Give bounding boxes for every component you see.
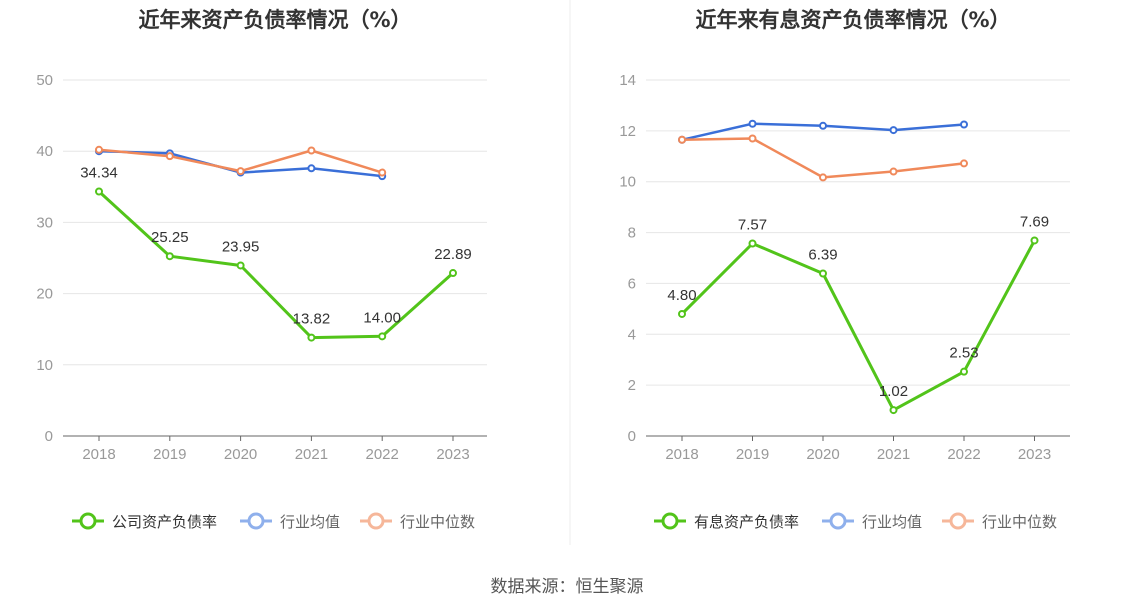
legend-label: 有息资产负债率: [694, 513, 799, 531]
x-tick-label: 2023: [436, 446, 469, 463]
data-point: [378, 168, 387, 177]
data-label: 1.02: [879, 383, 908, 400]
legend-label: 行业中位数: [400, 513, 475, 531]
y-tick-label: 0: [628, 428, 636, 445]
interest-bearing-debt-ratio-chart: 近年来有息资产负债率情况（%） 0 2 4 6 8 10 12 14 2018 2019 2020 2…: [619, 8, 1070, 531]
legend-swatch-marker: [247, 512, 265, 530]
x-tick-label: 2019: [736, 446, 769, 463]
y-tick-label: 0: [45, 428, 53, 445]
legend-swatch-marker: [367, 512, 385, 530]
data-point: [95, 145, 103, 154]
legend-item[interactable]: 有息资产负债率: [654, 512, 799, 531]
data-point: [165, 152, 174, 161]
legend-label: 行业均值: [862, 513, 922, 531]
data-point: [678, 135, 686, 144]
y-tick-label: 30: [36, 214, 53, 231]
y-tick-label: 10: [619, 174, 636, 191]
legend-item[interactable]: 公司资产负债率: [72, 512, 217, 531]
data-point: [449, 269, 457, 278]
legend-item[interactable]: 行业中位数: [942, 512, 1057, 531]
legend-swatch-marker: [79, 512, 97, 530]
x-tick-label: 2021: [295, 446, 328, 463]
x-tick-label: 2019: [153, 446, 186, 463]
y-tick-label: 10: [36, 357, 53, 374]
legend-item[interactable]: 行业均值: [822, 512, 922, 531]
chart-title: 近年来有息资产负债率情况（%）: [695, 8, 1010, 32]
data-label: 13.82: [293, 311, 331, 328]
data-label: 7.57: [738, 217, 767, 234]
y-tick-label: 40: [36, 143, 53, 160]
data-point: [960, 159, 968, 168]
data-label: 4.80: [667, 287, 696, 304]
data-point: [748, 119, 757, 128]
data-label: 6.39: [808, 247, 837, 264]
data-point: [889, 167, 898, 176]
x-tick-label: 2018: [665, 446, 698, 463]
data-point: [236, 167, 245, 176]
data-source: 数据来源：恒生聚源: [491, 577, 644, 597]
y-tick-label: 2: [628, 377, 636, 394]
data-point: [165, 252, 174, 261]
data-point: [95, 187, 103, 196]
data-label: 25.25: [151, 229, 189, 246]
data-point: [819, 173, 827, 182]
data-label: 2.53: [949, 345, 978, 362]
data-point: [748, 134, 757, 143]
data-point: [307, 164, 316, 173]
y-tick-label: 8: [628, 225, 636, 242]
series-line-0: [680, 239, 1036, 412]
data-point: [307, 146, 316, 155]
legend-item[interactable]: 行业中位数: [360, 512, 475, 531]
legend-label: 行业中位数: [982, 513, 1057, 531]
y-tick-label: 12: [619, 123, 636, 140]
series-line-0: [97, 190, 454, 340]
x-tick-label: 2020: [224, 446, 257, 463]
legend-label: 行业均值: [280, 513, 340, 531]
data-point: [819, 269, 827, 278]
x-tick-label: 2018: [82, 446, 115, 463]
data-point: [748, 239, 757, 248]
legend-swatch-marker: [949, 512, 967, 530]
chart-title: 近年来资产负债率情况（%）: [138, 8, 411, 32]
x-tick-label: 2023: [1018, 446, 1051, 463]
data-point: [378, 332, 387, 341]
legend-swatch-marker: [661, 512, 679, 530]
data-point: [307, 333, 316, 342]
debt-ratio-chart: 近年来资产负债率情况（%） 0 10 20 30 40 50 2018 2019 2020 202…: [36, 8, 487, 531]
x-tick-label: 2020: [806, 446, 839, 463]
data-point: [889, 126, 898, 135]
data-point: [889, 406, 898, 415]
y-tick-label: 4: [628, 326, 636, 343]
data-label: 22.89: [434, 246, 472, 263]
y-tick-label: 20: [36, 286, 53, 303]
data-point: [960, 367, 968, 376]
data-label: 23.95: [222, 238, 260, 255]
data-label: 34.34: [80, 164, 118, 181]
y-tick-label: 50: [36, 72, 53, 89]
legend-item[interactable]: 行业均值: [240, 512, 340, 531]
data-point: [1030, 236, 1039, 245]
x-tick-label: 2021: [877, 446, 910, 463]
data-point: [960, 120, 968, 129]
series-line-2: [681, 137, 965, 179]
x-tick-label: 2022: [366, 446, 399, 463]
data-label: 14.00: [363, 309, 401, 326]
y-tick-label: 14: [619, 72, 636, 89]
x-tick-label: 2022: [947, 446, 980, 463]
legend-swatch-marker: [829, 512, 847, 530]
legend-label: 公司资产负债率: [112, 513, 217, 531]
y-tick-label: 6: [628, 275, 636, 292]
data-point: [236, 261, 245, 270]
data-point: [678, 309, 686, 318]
data-label: 7.69: [1020, 213, 1049, 230]
data-point: [819, 121, 827, 130]
